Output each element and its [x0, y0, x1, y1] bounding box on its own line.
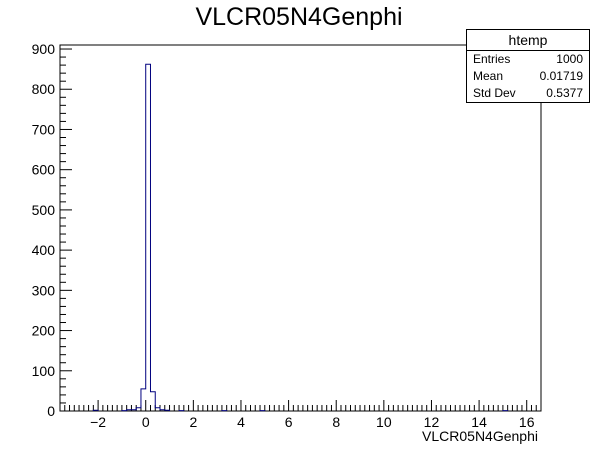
y-tick-label: 100: [32, 363, 56, 379]
stats-row-stddev: Std Dev 0.5377: [467, 85, 589, 102]
chart-title: VLCR05N4Genphi: [195, 3, 403, 31]
y-tick-label: 700: [32, 121, 56, 137]
x-tick-label: 0: [142, 414, 150, 430]
y-tick-label: 800: [32, 81, 56, 97]
y-tick-label: 200: [32, 323, 56, 339]
stats-label: Std Dev: [473, 86, 516, 100]
y-tick-label: 400: [32, 242, 56, 258]
stats-row-entries: Entries 1000: [467, 51, 589, 68]
stats-label: Entries: [473, 52, 511, 66]
y-tick-label: 300: [32, 282, 56, 298]
stats-box: htemp Entries 1000 Mean 0.01719 Std Dev …: [466, 29, 590, 103]
y-tick-label: 500: [32, 202, 56, 218]
y-tick-label: 0: [47, 403, 55, 419]
x-tick-label: 14: [471, 414, 487, 430]
x-tick-label: 8: [332, 414, 340, 430]
x-tick-label: 4: [237, 414, 245, 430]
x-tick-label: 6: [285, 414, 293, 430]
x-tick-label: 10: [376, 414, 392, 430]
plot-frame: [59, 44, 542, 412]
stats-value: 1000: [556, 52, 583, 66]
y-tick-label: 900: [32, 41, 56, 57]
y-axis: 0 100 200 300 400 500 600 700 800 900: [32, 41, 72, 419]
x-tick-label: 16: [519, 414, 535, 430]
histogram-series-line: [92, 63, 509, 412]
stats-value: 0.5377: [546, 86, 583, 100]
x-tick-label: 12: [424, 414, 440, 430]
stats-label: Mean: [473, 69, 504, 83]
stats-row-mean: Mean 0.01719: [467, 68, 589, 85]
x-tick-label: 2: [189, 414, 197, 430]
x-tick-label: −2: [90, 414, 106, 430]
x-axis: −2 0 2 4 6 8 10 12 14 16: [59, 400, 537, 430]
stats-box-title: htemp: [467, 30, 589, 51]
stats-value: 0.01719: [539, 69, 583, 83]
x-axis-label: VLCR05N4Genphi: [422, 428, 538, 444]
y-tick-label: 600: [32, 162, 56, 178]
